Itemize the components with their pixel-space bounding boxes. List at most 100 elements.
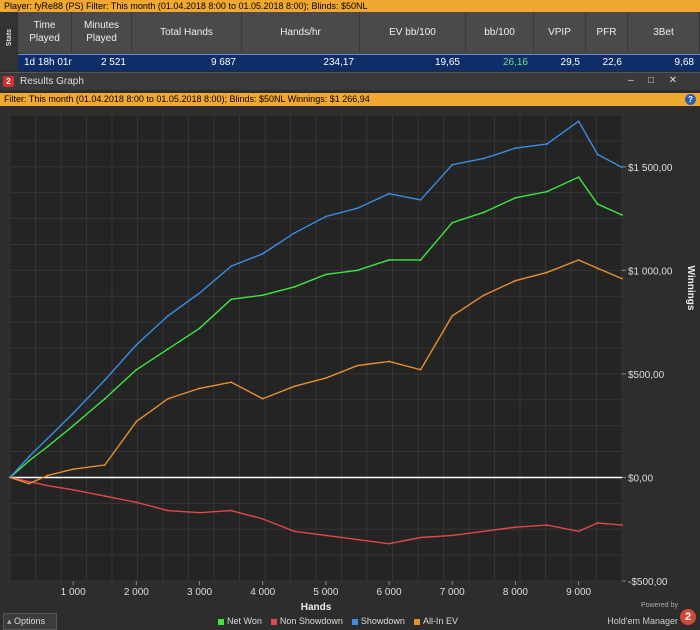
data-point (261, 252, 264, 255)
legend-item[interactable]: Showdown (351, 616, 405, 626)
data-point (72, 488, 75, 491)
data-point (388, 192, 390, 195)
data-point (356, 269, 359, 272)
stats-value-8: 9,68 (674, 57, 694, 68)
data-point (261, 294, 264, 297)
graph-filter-bar: Filter: This month (01.04.2018 8:00 to 0… (0, 93, 700, 106)
stats-value-6: 29,5 (560, 57, 580, 68)
data-point (293, 530, 296, 533)
legend-swatch (351, 618, 358, 625)
x-tick-label: 9 000 (566, 587, 591, 598)
data-point (28, 482, 30, 485)
data-point (514, 526, 517, 529)
graph-bottom-bar: ▴ Options Net Won Non Showdown Showdown All… (0, 602, 700, 630)
legend-item[interactable]: Net Won (218, 616, 262, 626)
data-point (167, 397, 169, 400)
data-point (514, 147, 517, 150)
legend-swatch (218, 618, 224, 625)
data-point (482, 157, 485, 160)
data-point (103, 464, 106, 466)
window-titlebar[interactable]: 2 Results Graph – □ ✕ (0, 73, 700, 90)
data-point (198, 511, 201, 514)
data-point (514, 279, 517, 282)
data-point (482, 211, 485, 214)
data-point (167, 314, 169, 317)
x-tick-label: 5 000 (313, 587, 338, 598)
stats-value-5: 26,16 (502, 57, 528, 68)
y-tick-label: $500,00 (628, 370, 665, 381)
data-point (419, 259, 422, 261)
x-tick-label: 7 000 (440, 587, 465, 598)
minimize-icon[interactable]: – (628, 75, 634, 86)
data-point (324, 534, 327, 537)
stats-header-0[interactable]: Time Played (18, 12, 72, 52)
stats-header-5[interactable]: bb/100 (466, 12, 534, 52)
stats-value-0: 1d 18h 01m (24, 57, 72, 68)
data-point (261, 517, 264, 520)
legend-item[interactable]: Non Showdown (270, 616, 343, 626)
data-point (47, 474, 49, 477)
data-point (419, 368, 422, 371)
data-point (577, 176, 580, 179)
hm-logo-icon: 2 (680, 609, 696, 625)
stats-header-4[interactable]: EV bb/100 (360, 12, 466, 52)
data-point (388, 542, 390, 545)
stats-header-6[interactable]: VPIP (534, 12, 586, 52)
data-point (293, 232, 296, 234)
data-point (596, 267, 599, 270)
series-line-all-in-ev (9, 259, 623, 485)
chart-legend: Net Won Non Showdown Showdown All-In EV (218, 613, 467, 630)
data-point (135, 368, 138, 371)
stats-value-7: 22,6 (602, 57, 622, 68)
data-point (230, 298, 233, 301)
data-point (546, 524, 548, 526)
data-point (28, 455, 30, 458)
hm-app-icon: 2 (3, 76, 14, 87)
x-axis-label: Hands (301, 602, 332, 612)
stats-tab-label: Stats (6, 28, 14, 47)
stats-header-1[interactable]: Minutes Played (72, 12, 132, 52)
stats-header-2[interactable]: Total Hands (132, 12, 242, 52)
data-point (28, 480, 30, 483)
data-point (621, 214, 623, 216)
results-chart: 1 000 2 000 3 000 4 000 5 000 6 000 7 000 8 000… (0, 107, 700, 613)
stats-value-4: 19,65 (434, 57, 460, 68)
stats-header-8[interactable]: 3Bet (628, 12, 700, 52)
stats-value-1: 2 521 (100, 57, 126, 68)
data-point (577, 530, 580, 533)
window-title: Results Graph (20, 76, 84, 87)
options-button[interactable]: ▴ Options (3, 613, 57, 630)
stats-header-3[interactable]: Hands/hr (242, 12, 360, 52)
data-point (72, 468, 75, 471)
x-tick-label: 2 000 (124, 587, 149, 598)
data-point (324, 215, 327, 218)
data-point (167, 348, 169, 350)
data-point (167, 509, 169, 512)
data-point (72, 412, 75, 415)
data-point (356, 207, 359, 210)
data-point (451, 534, 454, 537)
data-point (577, 259, 580, 261)
close-icon[interactable]: ✕ (668, 75, 678, 86)
data-point (261, 397, 264, 400)
stats-side-tab[interactable]: Stats (0, 12, 19, 70)
data-point (198, 327, 201, 330)
legend-item[interactable]: All-In EV (413, 616, 458, 626)
x-tick-label: 1 000 (61, 587, 86, 598)
graph-filter-text: Filter: This month (01.04.2018 8:00 to 0… (4, 94, 370, 104)
y-axis-label: Winnings (685, 266, 696, 311)
stats-data-row[interactable]: 1d 18h 01m 2 521 9 687 234,17 19,65 26,16 29,5… (18, 54, 700, 71)
data-point (356, 538, 359, 541)
stats-value-3: 234,17 (323, 57, 354, 68)
x-tick-label: 4 000 (250, 587, 275, 598)
y-tick-label: $0,00 (628, 473, 653, 484)
data-point (451, 314, 454, 317)
data-point (198, 387, 201, 390)
data-point (388, 360, 390, 363)
series-line-showdown (9, 120, 623, 478)
data-point (135, 501, 138, 504)
options-label: Options (14, 616, 46, 626)
help-icon[interactable]: ? (685, 94, 696, 105)
stats-header-7[interactable]: PFR (586, 12, 628, 52)
maximize-icon[interactable]: □ (647, 75, 655, 86)
